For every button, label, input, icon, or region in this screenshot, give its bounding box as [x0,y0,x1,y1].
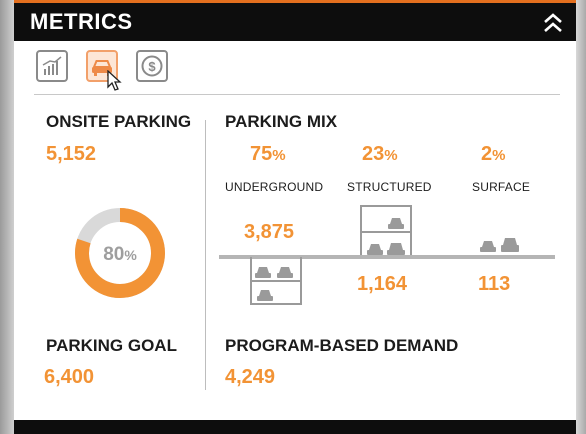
parking-goal-value: 6,400 [44,366,95,388]
structured-percent-unit: % [384,147,398,164]
donut-percent-unit: % [124,247,137,263]
parking-goal-donut [75,208,165,298]
onsite-parking-label: ONSITE PARKING [46,112,192,131]
car-icon [92,60,112,76]
structured-percent-value: 23 [362,143,385,165]
program-demand-label: PROGRAM-BASED DEMAND [225,336,459,355]
structured-garage-icon [360,205,412,257]
parking-goal-label: PARKING GOAL [46,336,177,355]
surface-cars-icon [480,238,519,252]
underground-garage-icon [250,257,302,305]
underground-percent-unit: % [272,147,286,164]
chart-tab-button[interactable] [36,50,68,82]
structured-label: STRUCTURED [347,180,432,194]
underground-percent: 75% [250,143,286,166]
next-section-header[interactable] [14,420,576,434]
structured-percent: 23% [362,143,398,166]
underground-percent-value: 75 [250,143,273,165]
donut-progress-arc [75,208,165,298]
parking-tab-button[interactable] [86,50,118,82]
surface-percent-unit: % [492,147,506,164]
structured-count: 1,164 [357,273,408,295]
dollar-icon: $ [141,55,163,77]
underground-label: UNDERGROUND [225,180,324,194]
svg-text:$: $ [148,59,156,74]
background-left [0,0,14,434]
ground-line [219,255,555,259]
program-demand-value: 4,249 [225,366,276,388]
column-divider [205,120,206,390]
metrics-panel: METRICS $ [14,0,576,434]
chart-icon [42,56,62,75]
onsite-parking-value: 5,152 [46,143,97,165]
panel-title: METRICS [30,9,133,34]
background-right [576,0,586,434]
underground-count: 3,875 [244,221,295,243]
surface-count: 113 [478,273,511,295]
parking-mix-label: PARKING MIX [225,112,338,131]
collapse-chevrons-icon[interactable] [542,11,564,35]
donut-percent: 80% [72,244,168,266]
mouse-cursor-icon [107,70,122,91]
cost-tab-button[interactable]: $ [136,50,168,82]
surface-percent-value: 2 [481,143,493,165]
toolbar-divider [34,94,560,95]
donut-percent-value: 80 [103,244,125,265]
surface-percent: 2% [481,143,505,166]
surface-label: SURFACE [472,180,531,194]
panel-header: METRICS [14,0,576,41]
